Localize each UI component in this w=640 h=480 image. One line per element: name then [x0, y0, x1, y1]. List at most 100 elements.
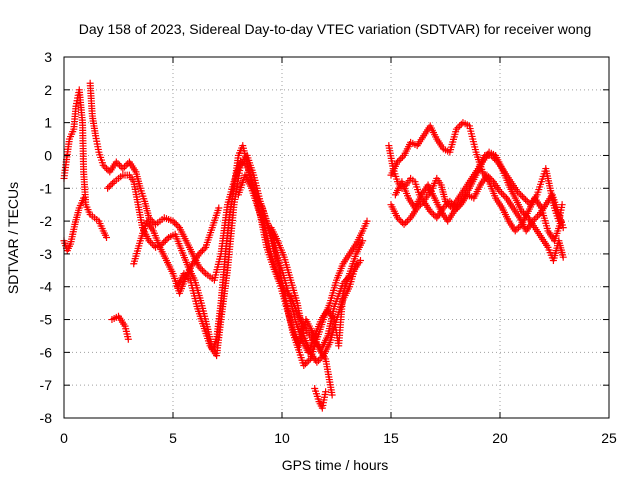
series-E [104, 142, 367, 356]
data-point [285, 291, 293, 299]
y-tick-label: -1 [40, 180, 53, 196]
series-A [60, 86, 111, 241]
series-H [234, 171, 364, 353]
data-point [104, 184, 112, 192]
data-point [394, 158, 402, 166]
data-point [103, 234, 111, 241]
y-tick-label: -4 [40, 279, 53, 295]
data-point [559, 253, 567, 261]
data-point [499, 191, 507, 199]
data-point [405, 215, 413, 223]
data-point [485, 173, 493, 181]
data-point [305, 357, 313, 365]
series-F [130, 204, 223, 297]
data-point [107, 181, 115, 189]
data-point [395, 156, 403, 164]
data-points [60, 79, 567, 412]
data-point [501, 192, 509, 200]
data-point [182, 271, 190, 279]
series-L [387, 148, 567, 264]
x-tick-label: 5 [169, 430, 177, 446]
data-point [397, 217, 405, 225]
data-point [529, 217, 537, 225]
data-point [303, 358, 311, 366]
data-point [315, 357, 323, 365]
data-point [496, 188, 504, 196]
data-point [313, 358, 321, 366]
data-point [180, 270, 188, 278]
data-point [280, 286, 288, 294]
data-point [119, 165, 127, 173]
data-point [172, 220, 180, 228]
data-point [282, 288, 290, 296]
data-point [517, 191, 525, 199]
data-point [116, 161, 124, 169]
data-point [426, 207, 434, 215]
x-tick-label: 10 [274, 430, 290, 446]
data-point [518, 192, 526, 200]
x-tick-label: 25 [601, 430, 617, 446]
data-point [197, 265, 205, 273]
plot-frame [63, 56, 610, 419]
y-axis-label: SDTVAR / TECUs [5, 182, 21, 294]
data-point [452, 125, 460, 133]
data-point [456, 122, 464, 130]
y-tick-label: -8 [40, 410, 53, 426]
data-point [316, 355, 324, 363]
y-tick-label: -6 [40, 344, 53, 360]
data-point [446, 197, 454, 205]
data-point [518, 207, 526, 215]
data-point [447, 199, 455, 207]
series-J [311, 384, 330, 412]
data-point [198, 266, 206, 274]
data-point [520, 194, 528, 202]
data-point [559, 224, 567, 232]
data-point [453, 204, 461, 212]
data-point [300, 361, 308, 369]
data-point [515, 224, 523, 232]
data-point [198, 247, 206, 255]
data-point [322, 388, 330, 396]
y-tick-label: -5 [40, 312, 53, 328]
data-point [532, 214, 540, 222]
data-point [318, 353, 326, 361]
series-I [267, 224, 360, 366]
series-N [391, 171, 567, 235]
data-point [147, 215, 155, 223]
data-point [397, 155, 405, 163]
data-point [455, 202, 463, 210]
data-point [511, 227, 519, 235]
data-point [363, 217, 371, 225]
data-point [352, 260, 360, 268]
data-point [398, 153, 406, 161]
data-point [103, 165, 111, 173]
x-tick-label: 0 [60, 430, 68, 446]
data-point [145, 237, 153, 245]
data-point [488, 176, 496, 184]
y-tick-label: 0 [44, 147, 52, 163]
data-point [394, 214, 402, 222]
data-point [402, 219, 410, 227]
data-point [443, 201, 451, 209]
data-point [161, 237, 169, 245]
x-axis-label: GPS time / hours [282, 457, 389, 473]
data-point [120, 163, 128, 171]
data-point [215, 204, 223, 212]
data-point [498, 189, 506, 197]
data-point [359, 237, 367, 245]
data-point [185, 275, 193, 283]
data-point [174, 222, 182, 230]
data-point [195, 250, 203, 258]
data-point [441, 202, 449, 210]
data-point [109, 179, 117, 187]
data-point [449, 201, 457, 209]
axis-ticks: 0 5 10 15 20 25 -8 -7 -6 -5 -4 -3 -2 -1 0 1 2 3 [40, 49, 617, 446]
x-tick-label: 15 [383, 430, 399, 446]
x-tick-label: 20 [492, 430, 508, 446]
data-point [283, 289, 291, 297]
chart-title: Day 158 of 2023, Sidereal Day-to-day VTE… [79, 21, 592, 37]
data-point [171, 219, 179, 227]
y-tick-label: 3 [44, 49, 52, 65]
data-point [486, 174, 494, 182]
